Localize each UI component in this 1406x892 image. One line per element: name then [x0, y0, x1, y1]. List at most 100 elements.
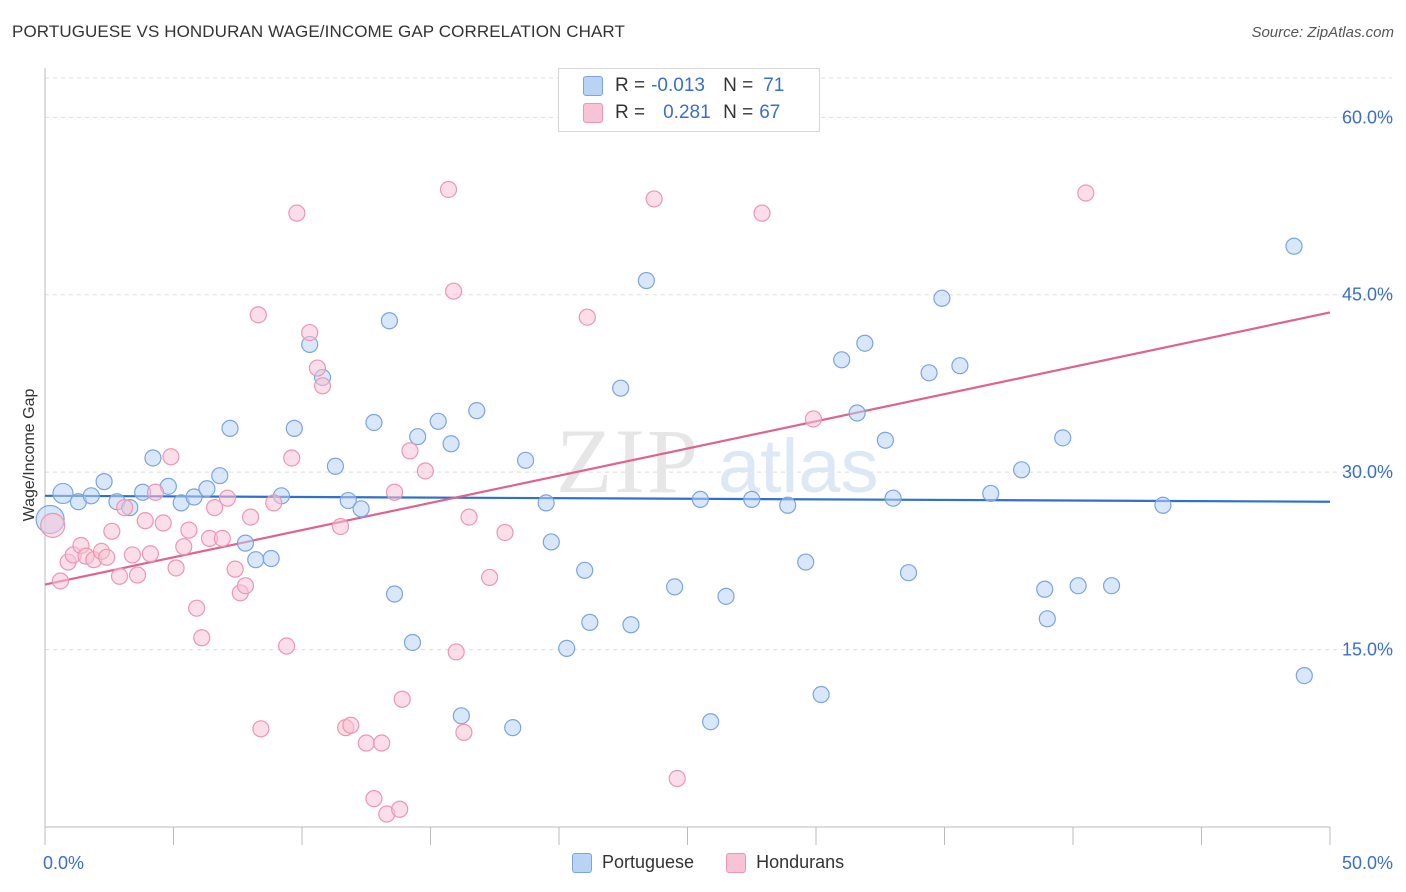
correlation-legend: R = -0.013 N = 71 R = 0.281 N = 67	[558, 68, 820, 132]
hondurans-point	[753, 204, 771, 222]
hondurans-point	[365, 790, 383, 808]
portuguese-point	[537, 494, 555, 512]
portuguese-point	[211, 467, 229, 485]
x-tick-label-min: 0.0%	[43, 853, 84, 873]
hondurans-point	[342, 716, 360, 734]
portuguese-point	[1295, 666, 1313, 685]
hondurans-point	[804, 410, 823, 428]
portuguese-point	[884, 489, 902, 507]
portuguese-point	[198, 480, 216, 498]
portuguese-point	[1069, 577, 1087, 595]
portuguese-point	[951, 357, 969, 375]
portuguese-point	[576, 561, 594, 579]
portuguese-point	[352, 500, 370, 518]
y-tick-label: 60.0%	[1342, 107, 1393, 127]
hondurans-point	[393, 690, 411, 708]
portuguese-point	[185, 488, 203, 506]
hondurans-point	[51, 572, 70, 590]
portuguese-point	[1154, 496, 1172, 514]
hondurans-point	[308, 359, 327, 377]
portuguese-point	[365, 413, 383, 432]
portuguese-point	[899, 564, 918, 582]
hondurans-point	[236, 577, 255, 595]
hondurans-point	[455, 723, 473, 741]
portuguese-point	[797, 553, 815, 571]
n-label: N =	[723, 75, 754, 96]
portuguese-point	[442, 435, 460, 453]
portuguese-point	[876, 431, 894, 449]
portuguese-point	[95, 473, 113, 491]
portuguese-point	[542, 533, 560, 551]
chart-title: PORTUGUESE VS HONDURAN WAGE/INCOME GAP C…	[12, 22, 625, 41]
legend-label-portuguese: Portuguese	[602, 852, 695, 872]
portuguese-point	[247, 551, 265, 569]
hondurans-point	[439, 180, 458, 199]
portuguese-point	[403, 633, 422, 652]
hondurans-point	[136, 512, 154, 530]
hondurans-point	[481, 568, 499, 587]
hondurans-point	[401, 442, 419, 460]
hondurans-point	[98, 548, 116, 566]
hondurans-point	[265, 494, 283, 512]
n-value: 71	[763, 75, 785, 96]
hondurans-point	[146, 483, 165, 501]
hondurans-point	[447, 643, 465, 661]
hondurans-point	[40, 512, 66, 538]
portuguese-point	[385, 585, 404, 603]
portuguese-point	[666, 578, 684, 596]
hondurans-point	[460, 508, 478, 526]
portuguese-point	[581, 613, 599, 631]
portuguese-point	[52, 482, 74, 505]
r-value: 0.281	[663, 102, 711, 123]
hondurans-swatch	[583, 103, 603, 123]
portuguese-point	[702, 713, 720, 731]
portuguese-point	[82, 487, 100, 505]
portuguese-trend-line	[44, 494, 1331, 503]
r-label: R =	[615, 75, 646, 96]
portuguese-point	[637, 271, 655, 290]
portuguese-point	[612, 379, 630, 397]
y-tick-label: 30.0%	[1342, 462, 1393, 482]
hondurans-point	[288, 204, 306, 222]
r-value: -0.013	[651, 75, 705, 96]
portuguese-point	[856, 334, 874, 352]
hondurans-swatch	[726, 852, 747, 873]
portuguese-point	[779, 496, 797, 514]
portuguese-point	[1036, 580, 1054, 598]
hondurans-point	[141, 545, 159, 563]
portuguese-point	[848, 404, 866, 422]
hondurans-point	[175, 538, 193, 556]
portuguese-point	[236, 534, 255, 552]
hondurans-point	[645, 190, 663, 208]
hondurans-point	[206, 499, 224, 517]
hondurans-point	[218, 489, 237, 507]
n-label: N =	[723, 102, 754, 123]
portuguese-point	[920, 364, 938, 382]
portuguese-point	[468, 402, 486, 420]
hondurans-point	[283, 449, 301, 467]
hondurans-point	[167, 559, 185, 577]
portuguese-point	[326, 457, 345, 475]
hondurans-point	[668, 769, 686, 788]
hondurans-point	[116, 499, 134, 517]
y-tick-label: 45.0%	[1342, 285, 1393, 305]
portuguese-point	[429, 412, 447, 430]
hondurans-point	[331, 517, 350, 536]
legend-item-portuguese: Portuguese	[572, 852, 694, 873]
hondurans-point	[578, 308, 596, 326]
portuguese-point	[339, 491, 357, 510]
y-tick-label: 15.0%	[1342, 640, 1393, 660]
portuguese-point	[812, 685, 830, 704]
hondurans-point	[391, 800, 409, 818]
hondurans-point	[373, 734, 391, 752]
portuguese-point	[285, 419, 303, 437]
portuguese-point	[380, 312, 398, 330]
hondurans-point	[277, 637, 296, 655]
hondurans-point	[213, 529, 231, 547]
hondurans-point	[252, 720, 270, 738]
hondurans-point	[128, 566, 147, 584]
portuguese-point	[1012, 461, 1031, 479]
hondurans-point	[416, 462, 434, 480]
hondurans-point	[445, 282, 463, 300]
